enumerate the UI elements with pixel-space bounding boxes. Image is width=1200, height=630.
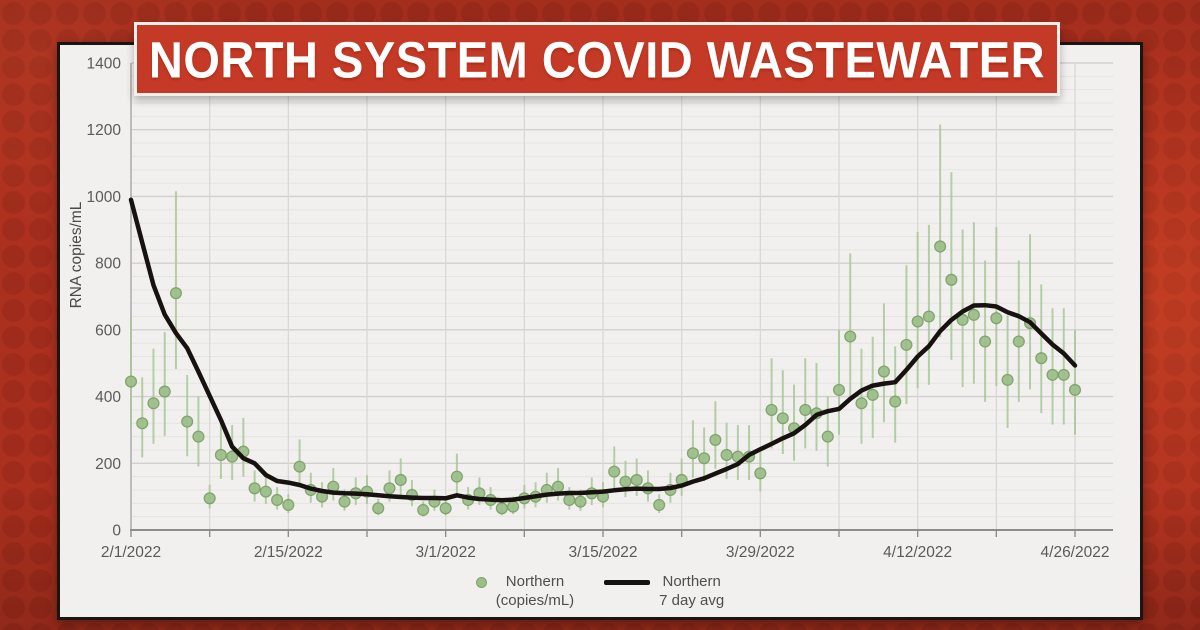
legend-item-northern-avg: Northern 7 day avg (604, 572, 724, 610)
legend-avg-label-line1: Northern (662, 573, 721, 590)
svg-text:3/1/2022: 3/1/2022 (415, 544, 475, 561)
svg-text:400: 400 (95, 389, 121, 406)
svg-text:200: 200 (95, 456, 121, 473)
svg-text:3/15/2022: 3/15/2022 (569, 544, 638, 561)
chart-legend: Northern (copies/mL) Northern 7 day avg (60, 572, 1140, 610)
svg-text:2/15/2022: 2/15/2022 (254, 544, 323, 561)
covid-wastewater-chart: 0 200 400 600 800 1000 1200 1400 2/1/2022 2/15/20… (68, 56, 1113, 561)
legend-scatter-label: Northern (copies/mL) (496, 572, 574, 610)
chart-panel: 0 200 400 600 800 1000 1200 1400 2/1/2022 2/15/20… (57, 42, 1143, 620)
legend-scatter-label-line2: (copies/mL) (495, 592, 575, 609)
svg-text:600: 600 (95, 322, 121, 339)
legend-avg-label-line2: 7 day avg (659, 592, 725, 609)
svg-text:1400: 1400 (87, 56, 122, 73)
svg-text:0: 0 (112, 523, 121, 540)
legend-scatter-marker-icon (475, 577, 487, 588)
svg-text:4/26/2022: 4/26/2022 (1041, 544, 1110, 561)
svg-text:1200: 1200 (87, 122, 122, 139)
legend-scatter-label-line1: Northern (505, 573, 565, 590)
legend-line-marker-icon (604, 580, 651, 585)
svg-text:4/12/2022: 4/12/2022 (883, 544, 952, 561)
svg-text:2/1/2022: 2/1/2022 (101, 544, 161, 561)
svg-text:800: 800 (95, 256, 121, 273)
title-banner: NORTH SYSTEM COVID WASTEWATER (134, 22, 1060, 96)
svg-text:1000: 1000 (87, 189, 122, 206)
legend-item-northern-scatter: Northern (copies/mL) (475, 572, 574, 610)
svg-text:3/29/2022: 3/29/2022 (726, 544, 795, 561)
legend-avg-label: Northern 7 day avg (659, 572, 724, 610)
svg-text:RNA copies/mL: RNA copies/mL (68, 201, 85, 308)
page-title: NORTH SYSTEM COVID WASTEWATER (148, 30, 1046, 88)
